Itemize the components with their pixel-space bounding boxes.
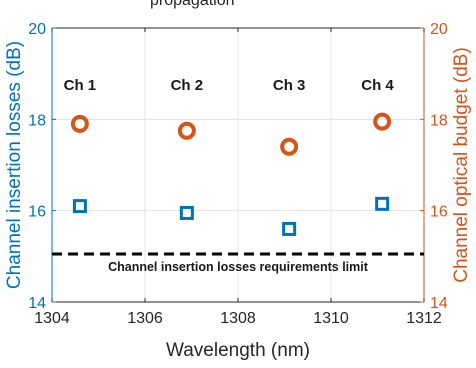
y-right-tick-label: 16 xyxy=(430,204,448,221)
optical-budget-point xyxy=(70,114,89,133)
optical-budget-point xyxy=(177,121,196,140)
x-tick-label: 1308 xyxy=(220,310,256,327)
grid xyxy=(52,28,424,302)
y-axis-label-left: Channel insertion losses (dB) xyxy=(4,41,25,289)
channel-label: Ch 2 xyxy=(171,77,204,94)
marks xyxy=(70,112,392,236)
insertion-loss-point xyxy=(375,196,390,211)
requirements-limit-label: Channel insertion losses requirements li… xyxy=(108,260,369,274)
y-left-tick-label: 20 xyxy=(28,21,46,38)
y-left-tick-label: 16 xyxy=(28,204,46,221)
x-tick-label: 1304 xyxy=(34,310,70,327)
x-axis-label: Wavelength (nm) xyxy=(166,340,310,361)
limit-line-group: Channel insertion losses requirements li… xyxy=(52,252,424,274)
channel-label: Ch 1 xyxy=(64,77,97,94)
channel-label: Ch 4 xyxy=(361,77,394,94)
x-tick-label: 1310 xyxy=(313,310,349,327)
insertion-loss-point xyxy=(282,221,297,236)
y-left-tick-label: 14 xyxy=(28,295,46,312)
x-tick-label: 1312 xyxy=(406,310,442,327)
insertion-loss-point xyxy=(179,205,194,220)
labels: Wavelength (nm) Channel insertion losses … xyxy=(4,41,472,361)
optical-budget-point xyxy=(280,137,299,156)
channel-label: Ch 3 xyxy=(273,77,306,94)
y-axis-label-right: Channel optical budget (dB) xyxy=(451,47,472,283)
y-left-tick-label: 18 xyxy=(28,112,46,129)
insertion-loss-point xyxy=(72,199,87,214)
y-right-tick-label: 20 xyxy=(430,21,448,38)
x-tick-label: 1306 xyxy=(127,310,163,327)
y-right-tick-label: 18 xyxy=(430,112,448,129)
optical-budget-point xyxy=(373,112,392,131)
y-right-tick-label: 14 xyxy=(430,295,448,312)
top-caption-fragment: propagation xyxy=(150,0,235,9)
